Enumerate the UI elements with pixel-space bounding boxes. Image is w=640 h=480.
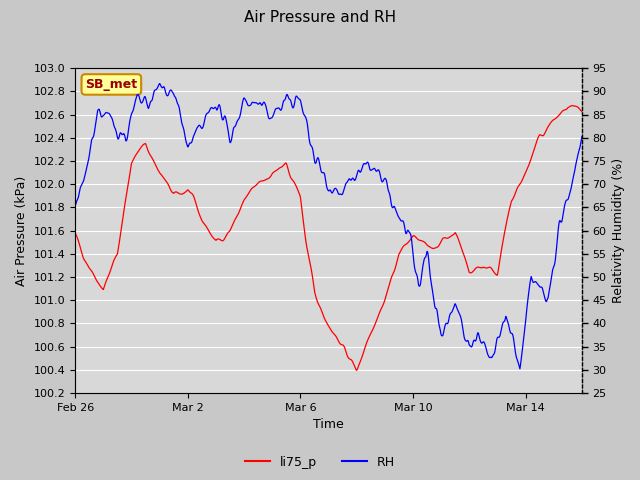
li75_p [578,108,586,114]
RH [204,110,211,116]
Text: Air Pressure and RH: Air Pressure and RH [244,10,396,24]
RH [156,81,164,86]
Legend: li75_p, RH: li75_p, RH [240,451,400,474]
X-axis label: Time: Time [313,419,344,432]
RH [289,104,296,109]
li75_p [568,103,576,108]
li75_p [509,196,517,202]
li75_p [353,368,360,373]
Line: li75_p: li75_p [75,106,582,371]
Line: RH: RH [75,84,582,369]
li75_p [127,168,134,173]
RH [516,366,524,372]
Y-axis label: Relativity Humidity (%): Relativity Humidity (%) [612,158,625,303]
RH [71,203,79,209]
li75_p [71,230,79,236]
RH [509,334,517,339]
li75_p [454,234,461,240]
RH [433,306,440,312]
li75_p [433,245,440,251]
Y-axis label: Air Pressure (kPa): Air Pressure (kPa) [15,176,28,286]
RH [578,134,586,140]
Text: SB_met: SB_met [85,78,138,91]
li75_p [288,176,296,182]
RH [127,115,134,121]
li75_p [204,225,211,230]
RH [454,306,461,312]
